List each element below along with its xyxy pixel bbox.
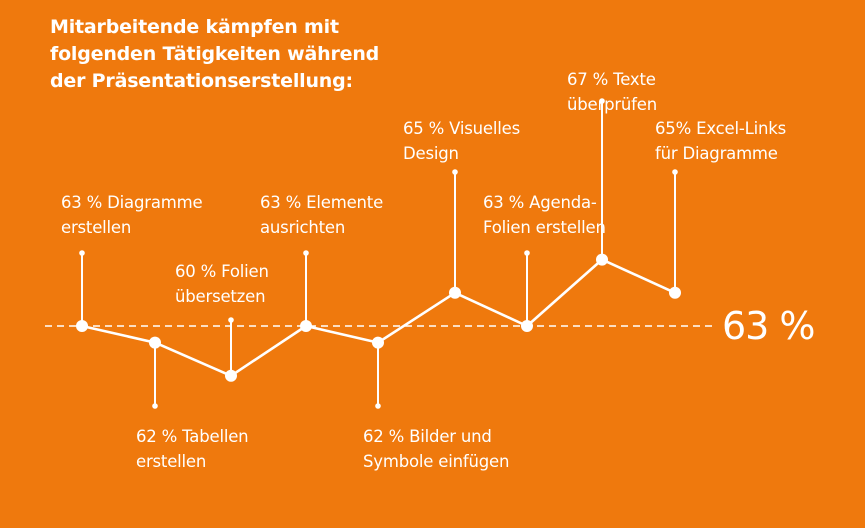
data-label-line: 62 % Tabellen	[136, 427, 249, 446]
stem-end-dot	[303, 250, 309, 256]
data-label-line: 63 % Agenda-	[483, 193, 597, 212]
data-label: 63 % Agenda- Folien erstellen	[483, 190, 606, 240]
data-point	[300, 320, 312, 332]
data-label: 62 % Tabellen erstellen	[136, 424, 249, 474]
data-point	[449, 286, 461, 299]
data-label-line: 63 % Elemente	[260, 193, 384, 212]
data-point	[669, 286, 681, 299]
stem-end-dot	[152, 403, 158, 409]
data-label-line: überprüfen	[567, 95, 657, 114]
data-label-line: 65% Excel-Links	[655, 119, 786, 138]
data-label-line: 63 % Diagramme	[61, 193, 203, 212]
stem-end-dot	[599, 98, 605, 104]
data-label-line: für Diagramme	[655, 144, 778, 163]
chart-title: Mitarbeitende kämpfen mit folgenden Täti…	[50, 14, 379, 95]
data-label: 60 % Folien übersetzen	[175, 259, 269, 309]
data-label: 65 % Visuelles Design	[403, 116, 520, 166]
data-label: 63 % Elemente ausrichten	[260, 190, 383, 240]
title-line-2: folgenden Tätigkeiten während	[50, 43, 380, 65]
data-label-line: erstellen	[136, 452, 207, 471]
data-label-line: 62 % Bilder und	[363, 427, 492, 446]
title-line-3: der Präsentationserstellung:	[50, 70, 353, 92]
data-label: 62 % Bilder und Symbole einfügen	[363, 424, 509, 474]
data-label-line: 67 % Texte	[567, 70, 656, 89]
data-label-line: erstellen	[61, 218, 132, 237]
data-label-line: 60 % Folien	[175, 262, 269, 281]
stem-end-dot	[79, 250, 85, 256]
average-value: 63 %	[722, 304, 816, 348]
data-point	[521, 320, 533, 332]
data-point	[225, 369, 237, 382]
data-point	[596, 253, 608, 266]
data-label-line: Symbole einfügen	[363, 452, 510, 471]
title-line-1: Mitarbeitende kämpfen mit	[50, 16, 339, 38]
data-label-line: Design	[403, 144, 459, 163]
data-label-line: ausrichten	[260, 218, 346, 237]
stem-end-dot	[452, 169, 458, 175]
data-label-line: Folien erstellen	[483, 218, 606, 237]
data-point	[149, 336, 161, 349]
data-label-line: übersetzen	[175, 287, 266, 306]
data-label: 67 % Texte überprüfen	[567, 67, 657, 117]
data-label: 65% Excel-Links für Diagramme	[655, 116, 786, 166]
stem-end-dot	[672, 169, 678, 175]
stem-end-dot	[375, 403, 381, 409]
data-label: 63 % Diagramme erstellen	[61, 190, 203, 240]
data-point	[76, 320, 88, 332]
stem-end-dot	[524, 250, 530, 256]
data-point	[372, 336, 384, 349]
stem-end-dot	[228, 317, 234, 323]
data-label-line: 65 % Visuelles	[403, 119, 520, 138]
